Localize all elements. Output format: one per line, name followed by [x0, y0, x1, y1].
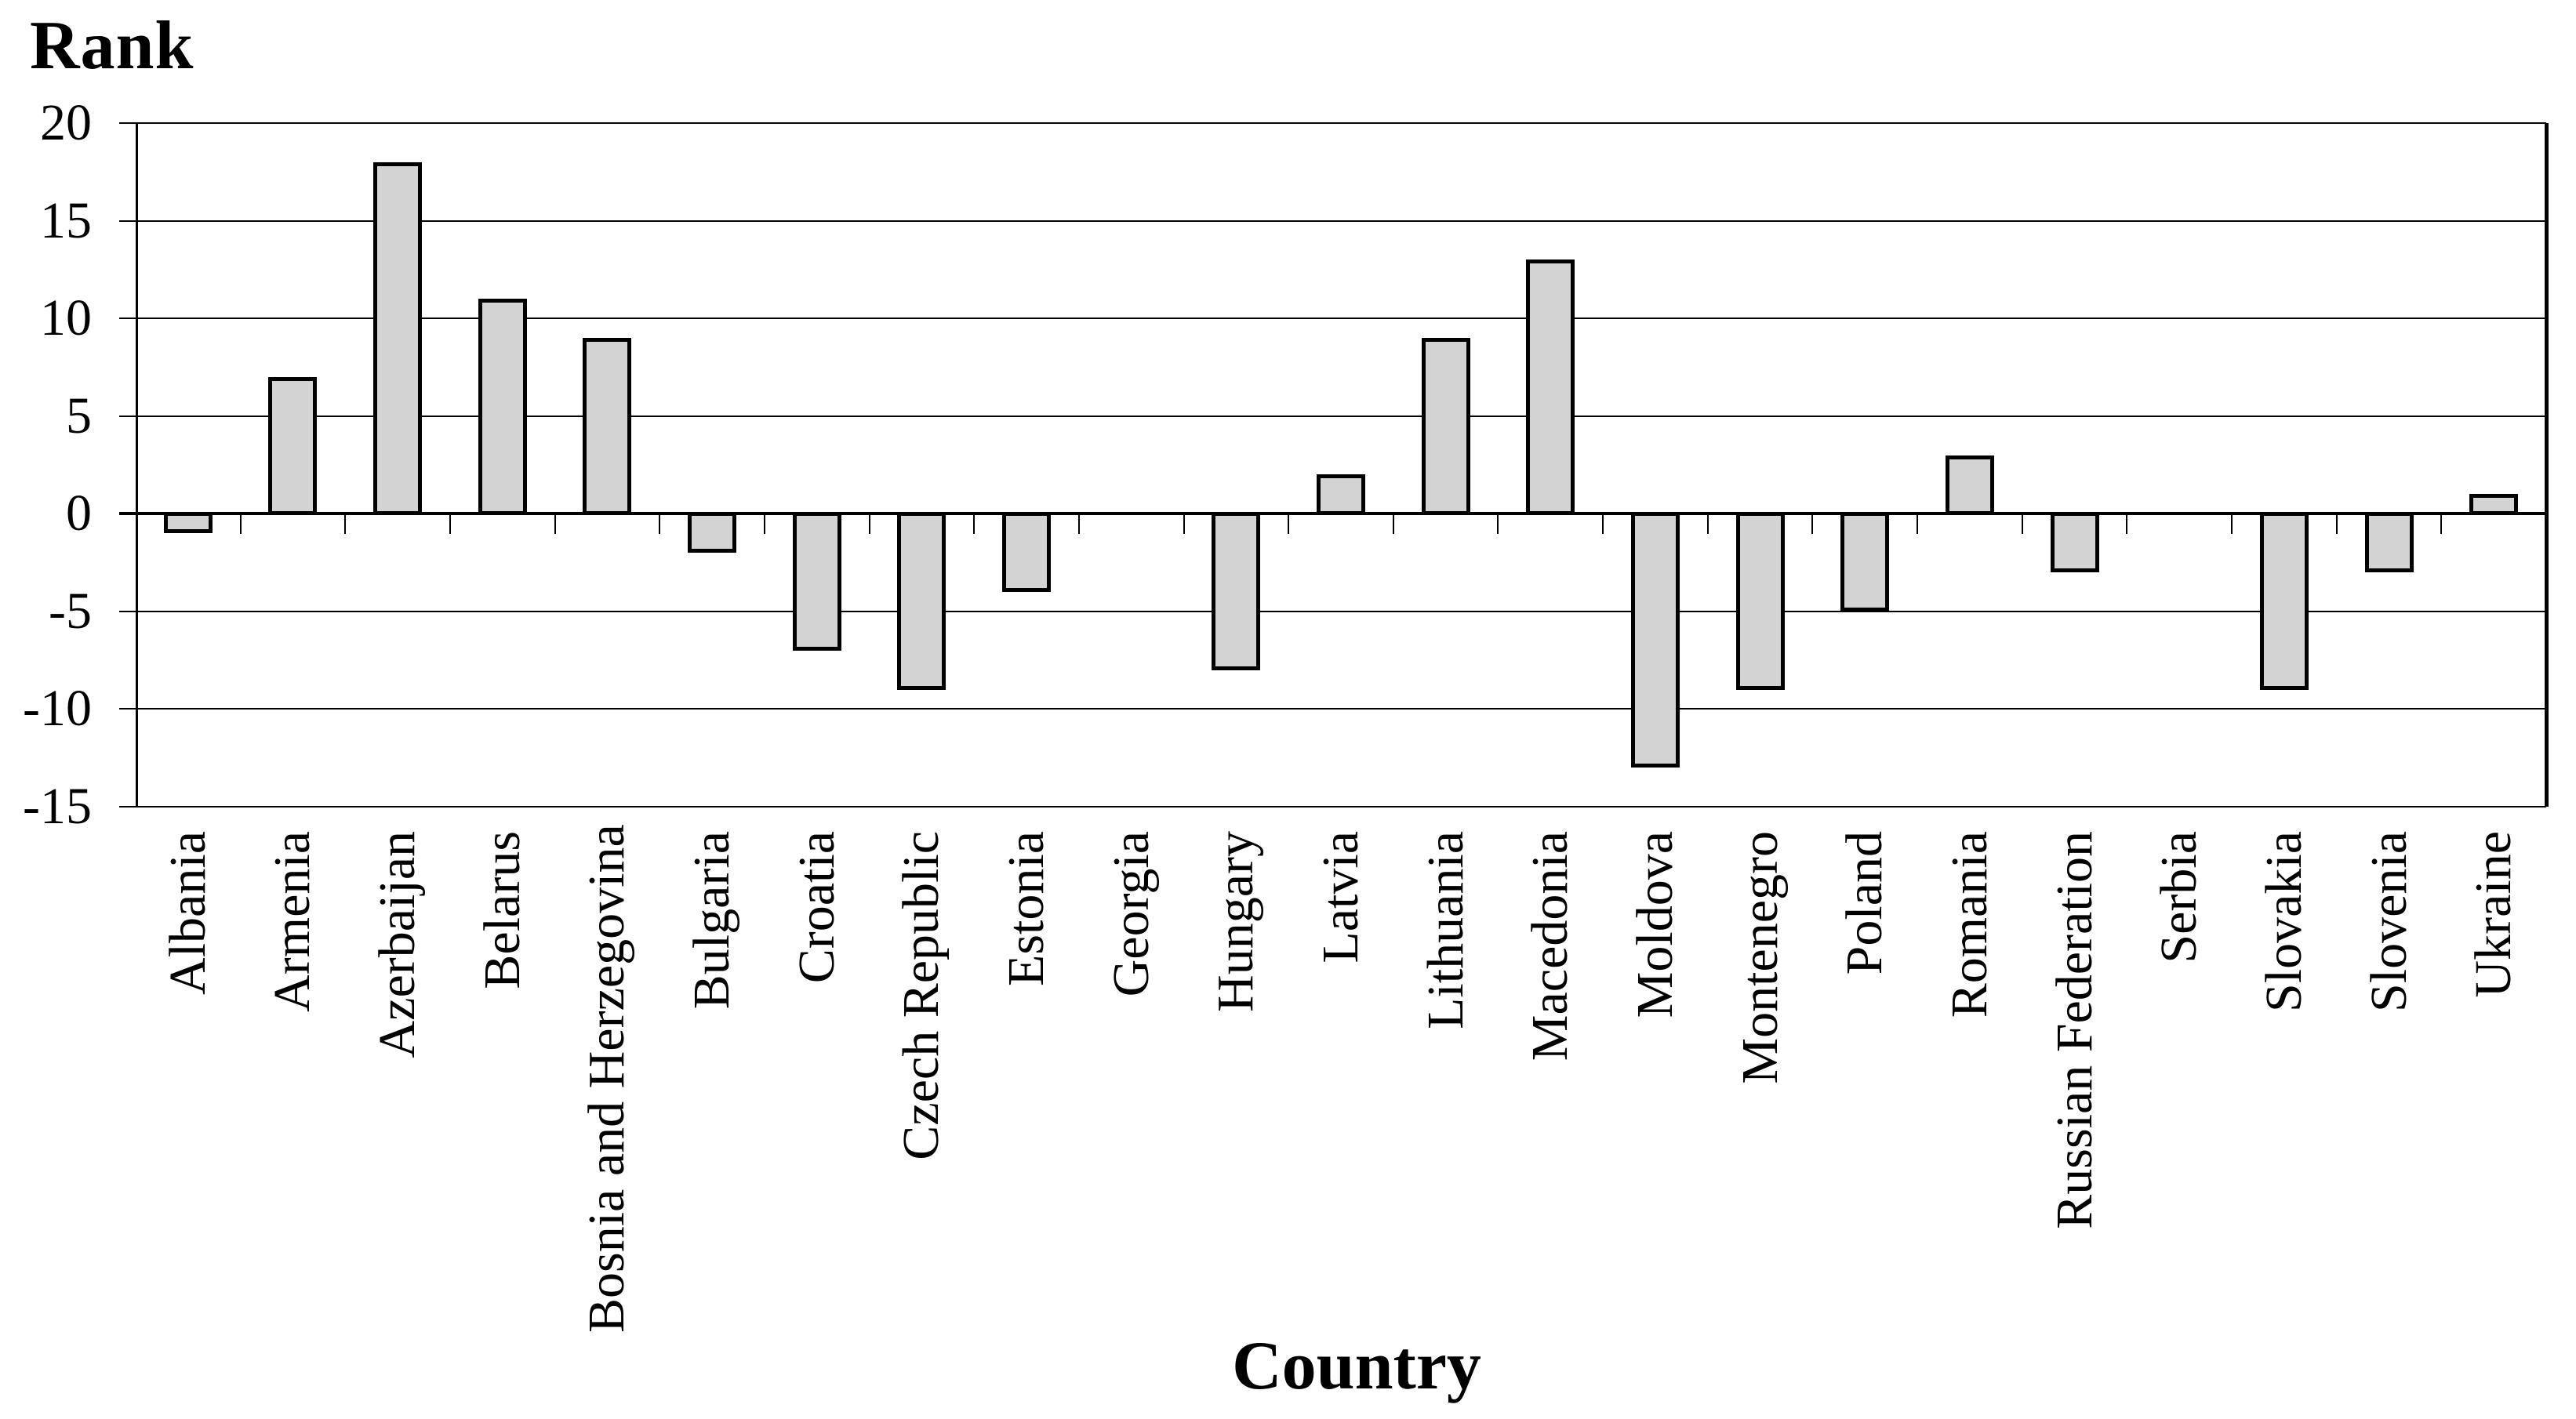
category-label: Czech Republic: [892, 831, 950, 1160]
bar: [1840, 512, 1890, 612]
category-label: Ukraine: [2465, 831, 2523, 998]
gridline: [119, 806, 2546, 807]
y-tick-label: 0: [66, 484, 92, 543]
bar: [1735, 512, 1785, 690]
bar: [792, 512, 841, 651]
gridline: [119, 415, 2546, 417]
category-label: Montenegro: [1731, 831, 1789, 1084]
x-tick: [1077, 514, 1080, 535]
category-label: Slovenia: [2360, 831, 2418, 1012]
x-tick: [239, 514, 242, 535]
bar: [1421, 338, 1470, 516]
category-label: Macedonia: [1521, 831, 1579, 1062]
bar: [1630, 512, 1680, 768]
y-tick-label: 10: [40, 289, 92, 347]
x-tick: [2440, 514, 2443, 535]
category-label: Belarus: [473, 831, 531, 989]
bar: [583, 338, 632, 516]
x-tick: [2126, 514, 2128, 535]
x-tick: [659, 514, 661, 535]
bar: [478, 299, 527, 516]
gridline: [119, 122, 2546, 124]
gridline: [119, 318, 2546, 320]
bar: [2050, 512, 2099, 573]
x-tick: [1392, 514, 1394, 535]
category-label: Lithuania: [1416, 831, 1474, 1029]
category-label: Slovakia: [2254, 831, 2313, 1012]
y-tick-label: 5: [66, 387, 92, 445]
x-tick: [1183, 514, 1185, 535]
category-label: Estonia: [997, 831, 1055, 986]
category-label: Hungary: [1207, 831, 1265, 1012]
category-label: Albania: [158, 831, 216, 995]
bar: [2259, 512, 2309, 690]
gridline: [119, 610, 2546, 612]
x-tick: [763, 514, 765, 535]
x-tick: [1917, 514, 1919, 535]
bar: [1002, 512, 1052, 592]
x-tick: [1602, 514, 1604, 535]
y-axis: [136, 123, 138, 807]
x-tick: [868, 514, 870, 535]
category-label: Latvia: [1312, 831, 1369, 964]
y-tick-label: -15: [23, 778, 92, 835]
y-tick-label: -5: [49, 582, 92, 640]
category-label: Croatia: [787, 831, 845, 984]
x-tick: [973, 514, 976, 535]
y-axis-title: Rank: [30, 8, 194, 84]
bar: [2469, 494, 2519, 516]
x-axis-title: Country: [1232, 1328, 1481, 1404]
gridline: [119, 708, 2546, 710]
y-tick-label: -10: [23, 680, 92, 738]
bar: [1212, 512, 1261, 670]
bar: [2364, 512, 2414, 573]
bar: [897, 512, 946, 690]
category-label: Azerbaijan: [369, 831, 427, 1058]
x-tick: [2335, 514, 2338, 535]
category-label: Romania: [1940, 831, 1998, 1018]
category-label: Armenia: [263, 831, 322, 1012]
bar: [688, 512, 737, 553]
gridline: [119, 220, 2546, 222]
bar: [1526, 259, 1575, 516]
bar: [163, 512, 213, 534]
bar: [373, 161, 423, 516]
bar: [1945, 455, 1994, 516]
x-tick: [1497, 514, 1499, 535]
x-tick: [1288, 514, 1290, 535]
category-label: Moldova: [1626, 831, 1684, 1018]
plot-right-border: [2545, 123, 2549, 807]
x-tick: [1706, 514, 1709, 535]
x-tick: [1811, 514, 1814, 535]
category-label: Bulgaria: [683, 831, 741, 1010]
category-label: Bosnia and Herzegovina: [578, 824, 636, 1333]
y-tick-label: 20: [40, 94, 92, 151]
y-tick-label: 15: [40, 191, 92, 249]
x-tick: [2021, 514, 2023, 535]
x-tick: [554, 514, 556, 535]
category-label: Poland: [1836, 831, 1894, 975]
x-tick: [449, 514, 451, 535]
category-label: Serbia: [2150, 831, 2208, 964]
category-label: Georgia: [1102, 831, 1160, 997]
x-tick: [2231, 514, 2233, 535]
bar: [268, 376, 318, 516]
bar: [1317, 474, 1365, 516]
x-tick: [344, 514, 347, 535]
category-label: Russian Federation: [2045, 831, 2103, 1229]
